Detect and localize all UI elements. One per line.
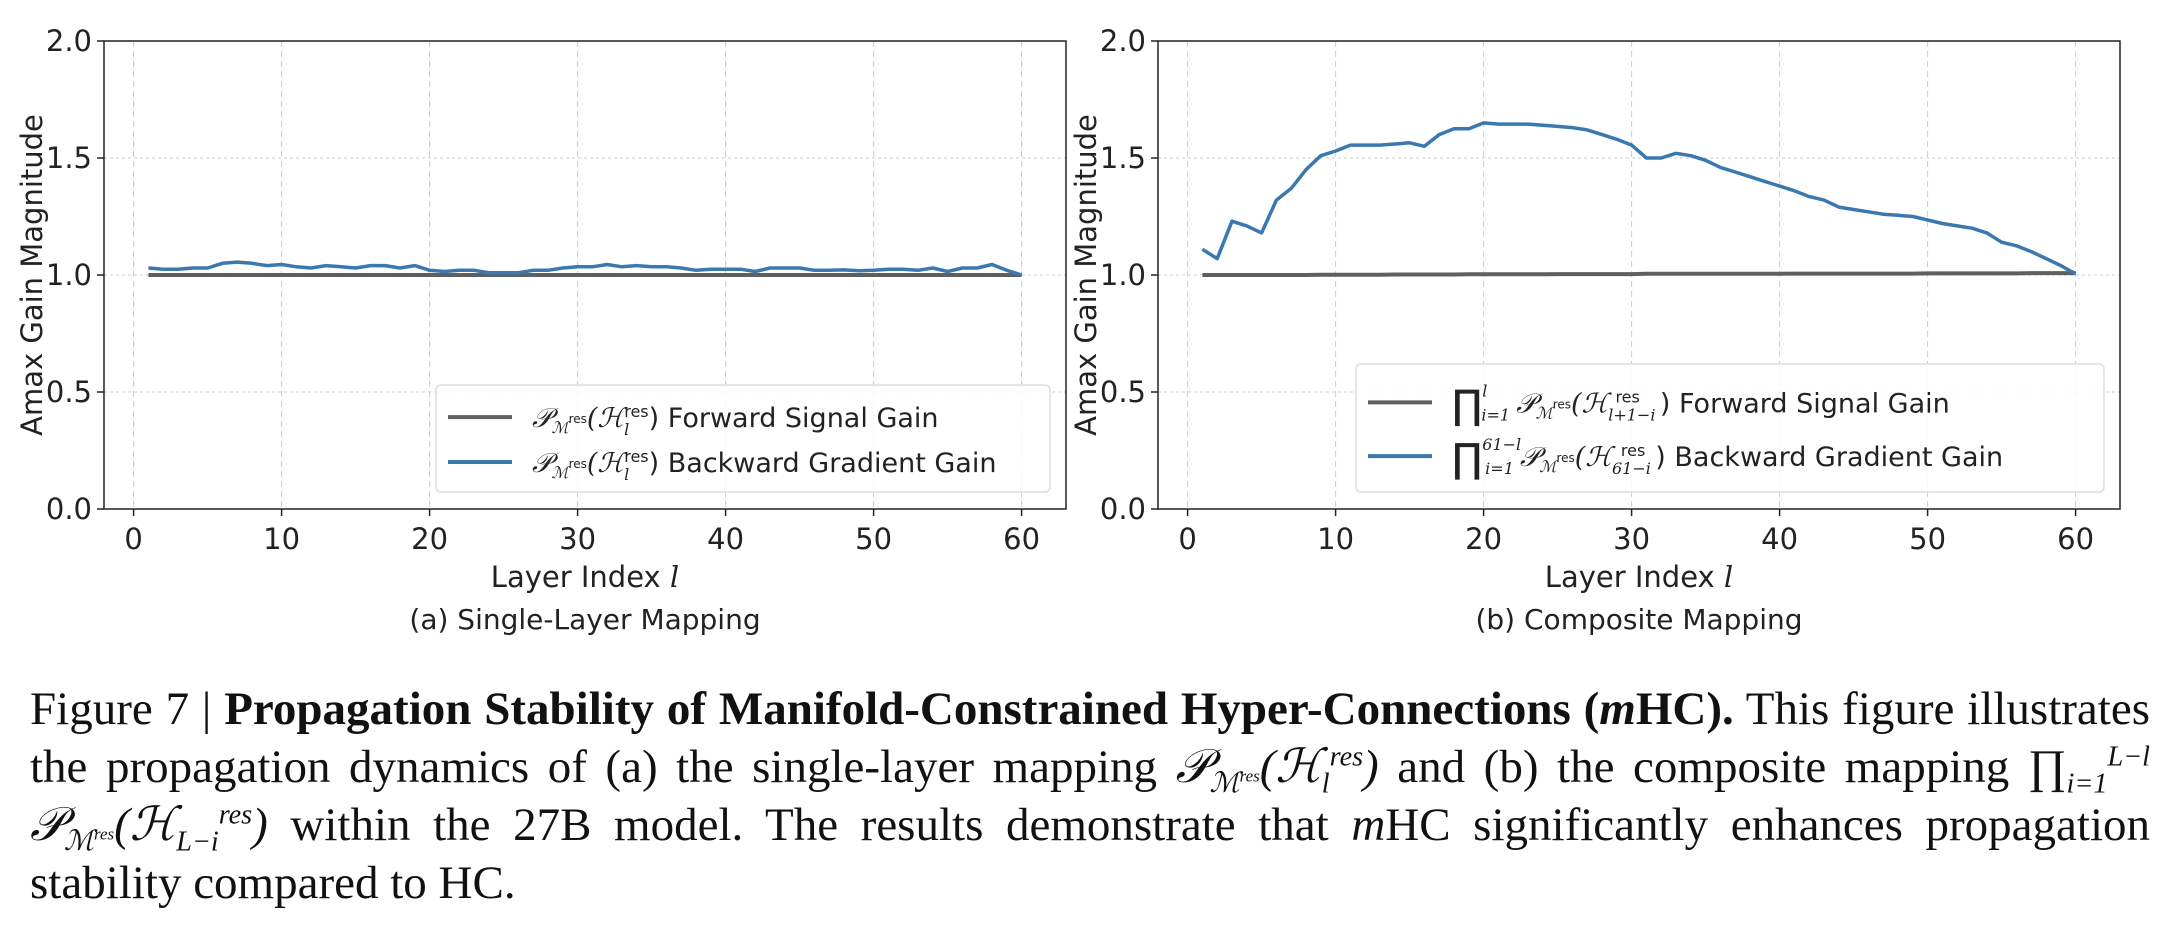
x-tick-label: 20 [1465,522,1502,556]
x-axis-label: Layer Index l [1545,560,1733,594]
legend-box [1355,363,2105,493]
y-axis-label: Amax Gain Magnitude [15,114,49,436]
y-tick-label: 1.0 [1100,258,1146,292]
caption-m: m [1351,799,1386,851]
legend-box [435,384,1051,493]
y-tick-label: 0.0 [46,492,92,526]
caption-text-2: and (b) the composite mapping [1397,741,2010,793]
axes-frame [1157,40,2121,510]
caption-title: Propagation Stability of Manifold-Constr… [224,683,1734,735]
legend-entry: ∏61−l i=1 𝒫ℳres(ℋ61−ires) Backward Gradien… [1452,435,2003,482]
legend-entry: 𝒫ℳres(ℋlres) Forward Signal Gain [532,402,939,439]
legend-entry: 𝒫ℳres(ℋlres) Backward Gradient Gain [532,447,996,484]
caption-math-2: ∏i=1L−l 𝒫ℳres(ℋL−ires) [30,741,2151,858]
axes-frame [103,40,1067,510]
caption-text-1: This figure illustrates the propagation … [30,683,2150,793]
chart-a: 0 10 20 30 40 50 60 0.0 0.5 1.0 1.5 2.0 Layer Index … [15,24,1067,636]
forward-signal-line [1202,271,2076,277]
x-tick-label: 0 [1178,522,1196,556]
subfigure-caption: (b) Composite Mapping [1475,603,1802,636]
y-tick-label: 0.5 [46,375,92,409]
x-tick-label: 30 [559,522,596,556]
x-axis-label: Layer Index l [491,560,679,594]
x-tick-label: 20 [411,522,448,556]
x-tick-label: 30 [1613,522,1650,556]
y-tick-label: 0.0 [1100,492,1146,526]
x-tick-label: 10 [1317,522,1354,556]
y-tick-label: 1.5 [1100,141,1146,175]
caption-math-1: 𝒫ℳres(ℋlres) [1175,741,1379,800]
y-tick-label: 0.5 [1100,375,1146,409]
y-tick-label: 2.0 [1100,24,1146,58]
legend: 𝒫ℳres(ℋlres) Forward Signal Gain 𝒫ℳres(ℋl… [435,384,1051,493]
x-tick-label: 60 [1003,522,1040,556]
caption-label: Figure 7 | [30,683,212,735]
figure-charts: 0 10 20 30 40 50 60 0.0 0.5 1.0 1.5 2.0 Layer Index … [15,24,2121,636]
backward-gradient-line [1201,121,2077,276]
x-tick-label: 10 [263,522,300,556]
subfigure-caption: (a) Single-Layer Mapping [409,603,760,636]
y-tick-label: 1.0 [46,258,92,292]
legend-entry: ∏l i=1 𝒫ℳres(ℋl+1−ires) Forward Signal Gai… [1452,381,1950,428]
caption-text-3: within the 27B model. The results demons… [290,799,1329,851]
backward-gradient-line [148,260,1023,277]
y-axis-label: Amax Gain Magnitude [1069,114,1103,436]
legend: ∏l i=1 𝒫ℳres(ℋl+1−ires) Forward Signal Gai… [1355,363,2105,493]
x-tick-label: 50 [855,522,892,556]
x-tick-label: 40 [707,522,744,556]
x-tick-label: 40 [1761,522,1798,556]
y-tick-label: 2.0 [46,24,92,58]
chart-b: 0 10 20 30 40 50 60 0.0 0.5 1.0 1.5 2.0 Layer Index … [1069,24,2121,636]
y-tick-label: 1.5 [46,141,92,175]
x-tick-label: 50 [1909,522,1946,556]
caption-text-4: HC significantly enhances propagation st… [30,799,2151,909]
x-tick-label: 0 [124,522,142,556]
figure-caption: Figure 7 | Propagation Stability of Mani… [30,680,2150,912]
x-tick-label: 60 [2057,522,2094,556]
